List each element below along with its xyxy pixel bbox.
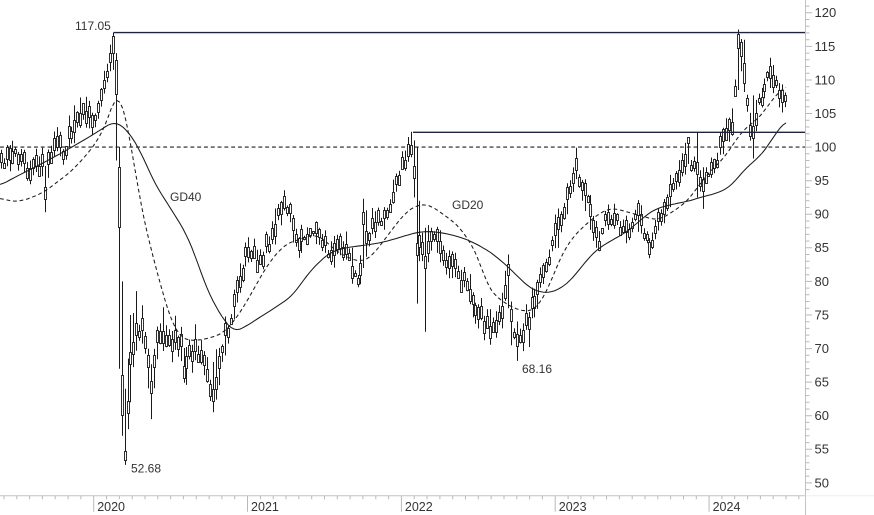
svg-text:105: 105 <box>815 106 837 121</box>
svg-text:117.05: 117.05 <box>75 19 111 33</box>
svg-text:GD20: GD20 <box>452 198 484 212</box>
svg-text:52.68: 52.68 <box>131 462 161 476</box>
svg-text:115: 115 <box>815 39 836 54</box>
svg-text:68.16: 68.16 <box>522 362 552 376</box>
svg-text:100: 100 <box>815 140 837 155</box>
svg-text:70: 70 <box>815 341 829 356</box>
svg-text:90: 90 <box>815 207 829 222</box>
svg-text:2024: 2024 <box>713 500 741 514</box>
svg-text:95: 95 <box>815 173 829 188</box>
svg-text:GD40: GD40 <box>170 190 202 204</box>
svg-text:80: 80 <box>815 274 829 289</box>
svg-text:2023: 2023 <box>559 500 587 514</box>
svg-text:55: 55 <box>815 442 829 457</box>
svg-text:50: 50 <box>815 475 829 490</box>
svg-text:85: 85 <box>815 240 829 255</box>
svg-text:75: 75 <box>815 307 829 322</box>
svg-text:120: 120 <box>815 5 837 20</box>
svg-text:2020: 2020 <box>97 500 125 514</box>
svg-text:110: 110 <box>815 72 836 87</box>
svg-text:65: 65 <box>815 375 829 390</box>
svg-text:2022: 2022 <box>405 500 433 514</box>
svg-text:60: 60 <box>815 408 829 423</box>
svg-text:2021: 2021 <box>251 500 279 514</box>
